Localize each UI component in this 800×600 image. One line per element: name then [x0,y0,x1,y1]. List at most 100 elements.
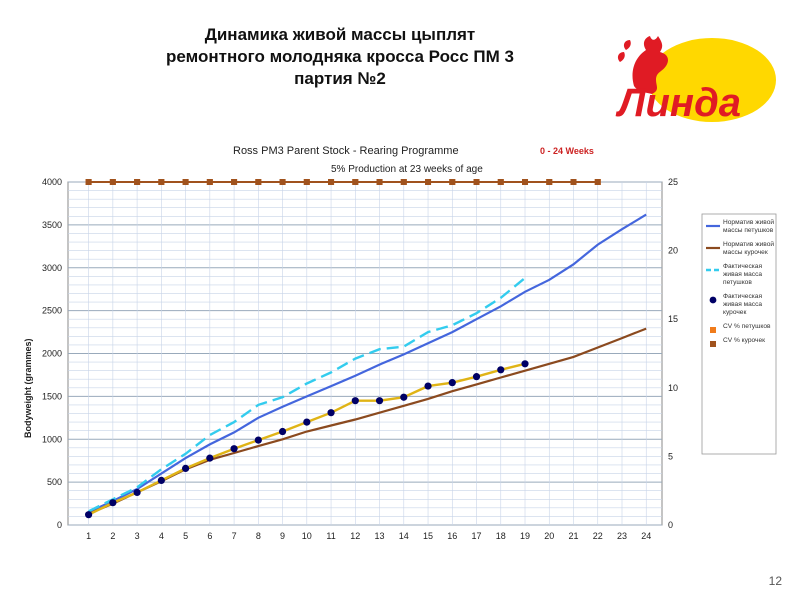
x-tick-label: 20 [544,531,554,541]
y-tick-label: 1500 [42,391,62,401]
y2-tick-label: 10 [668,383,678,393]
axes: 0500100015002000250030003500400005101520… [42,177,678,541]
series-point-5 [570,179,577,185]
slide-title: Динамика живой массы цыплят ремонтного м… [100,24,580,90]
x-tick-label: 17 [472,531,482,541]
series-point-3 [448,379,456,387]
x-tick-label: 21 [568,531,578,541]
chart-title-suffix: 0 - 24 Weeks [540,146,594,156]
series [85,179,647,519]
series-point-3 [206,454,214,462]
chart-title: Ross PM3 Parent Stock - Rearing Programm… [233,145,459,157]
y-tick-label: 500 [47,477,62,487]
series-point-3 [303,418,311,426]
series-point-3 [157,476,165,485]
series-point-3 [85,511,93,519]
legend-item-4: CV % петушков [710,323,771,333]
series-point-5 [85,179,92,185]
series-point-5 [134,179,141,185]
series-point-5 [449,179,456,185]
series-point-3 [133,488,141,497]
x-tick-label: 19 [520,531,530,541]
y2-tick-label: 0 [668,520,673,530]
x-tick-label: 2 [110,531,115,541]
series-point-5 [425,179,432,185]
slide-title-line-3: партия №2 [294,69,386,88]
x-tick-label: 9 [280,531,285,541]
y-tick-label: 3500 [42,220,62,230]
y-tick-label: 1000 [42,434,62,444]
series-point-3 [521,360,529,368]
chart-subtitle: 5% Production at 23 weeks of age [331,164,483,175]
legend-swatch [710,341,716,347]
series-point-5 [522,179,529,185]
series-point-3 [472,373,481,381]
y-tick-label: 0 [57,520,62,530]
x-tick-label: 24 [641,531,651,541]
series-point-5 [182,179,189,185]
legend-label: Фактическая живая масса петушков [723,263,762,286]
series-point-5 [546,179,553,185]
series-point-5 [279,179,286,185]
x-tick-label: 10 [302,531,312,541]
x-tick-label: 22 [593,531,603,541]
rooster-icon [617,36,668,94]
series-line-2 [88,277,526,513]
series-point-3 [109,499,117,507]
legend-label: Фактическая живая масса курочек [723,293,762,316]
slide-title-line-2: ремонтного молодняка кросса Росс ПМ 3 [166,47,514,66]
x-tick-label: 7 [232,531,237,541]
series-point-5 [231,179,238,185]
bodyweight-chart: Ross PM3 Parent Stock - Rearing Programm… [20,136,780,556]
x-tick-label: 11 [326,531,335,541]
x-tick-label: 5 [183,531,188,541]
legend-label: CV % курочек [723,337,765,344]
series-point-3 [497,366,505,374]
y-tick-label: 4000 [42,177,62,187]
slide-title-line-1: Динамика живой массы цыплят [204,25,476,44]
series-point-3 [424,382,432,390]
series-point-3 [327,409,335,417]
x-tick-label: 1 [86,531,91,541]
series-point-5 [109,179,116,185]
legend-label: Норматив живой массы курочек [723,240,774,256]
series-point-3 [278,427,287,436]
series-point-3 [254,436,262,444]
y2-tick-label: 15 [668,314,678,324]
y-tick-label: 2000 [42,349,62,359]
series-point-5 [400,179,407,185]
x-tick-label: 13 [375,531,385,541]
y-tick-label: 2500 [42,306,62,316]
series-point-3 [181,464,190,473]
legend-item-1: Норматив живой массы курочек [706,240,774,256]
legend-item-0: Норматив живой массы петушков [706,218,774,234]
logo-text: Линда [615,81,741,124]
series-point-5 [328,179,335,185]
logo-yellow-oval [648,38,776,122]
x-tick-label: 12 [350,531,360,541]
series-point-5 [352,179,359,185]
y-axis-label: Bodyweight (grammes) [23,338,33,438]
legend: Норматив живой массы петушков Норматив жив… [701,213,777,455]
series-point-3 [230,445,238,453]
grid [67,181,663,526]
linda-logo-graphic: Линда [615,36,776,125]
legend-swatch [710,327,716,333]
legend-box [701,213,777,455]
series-point-5 [255,179,262,185]
series-point-5 [158,179,165,185]
series-point-5 [497,179,504,185]
legend-swatch [709,296,717,304]
legend-label: Норматив живой массы петушков [723,218,774,234]
series-point-3 [351,397,359,405]
legend-item-5: CV % курочек [710,337,765,347]
y2-tick-label: 5 [668,451,673,461]
series-point-5 [594,179,601,185]
series-point-5 [473,179,480,185]
x-tick-label: 4 [159,531,164,541]
series-point-5 [206,179,213,185]
series-point-5 [376,179,383,185]
series-point-3 [375,397,384,405]
legend-label: CV % петушков [723,323,771,330]
y2-tick-label: 25 [668,177,678,187]
